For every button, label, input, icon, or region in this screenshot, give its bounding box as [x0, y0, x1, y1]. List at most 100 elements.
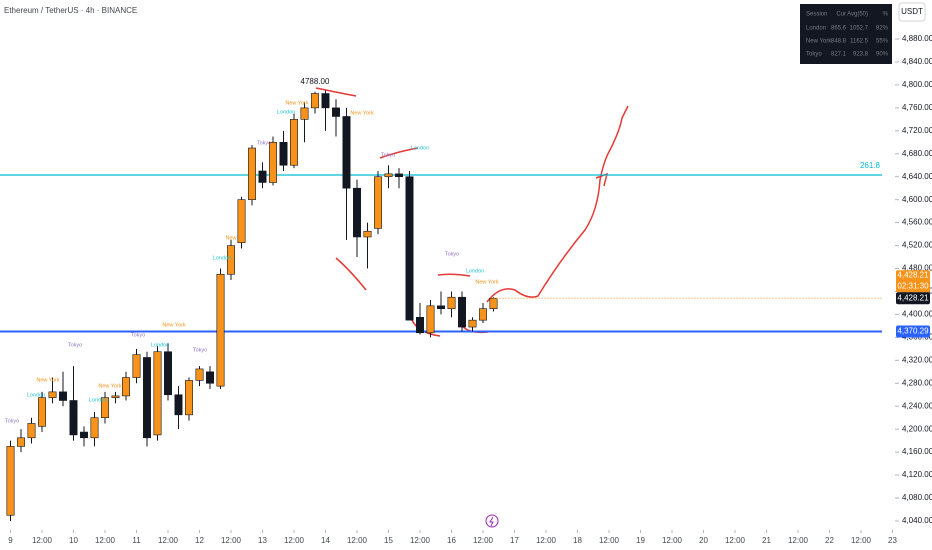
candle-body [111, 395, 120, 398]
session-label: Tokyo [5, 418, 19, 424]
session-label: London [27, 392, 45, 398]
x-tick-label: 9 [8, 536, 13, 545]
session-label: New York [475, 279, 498, 285]
candle-body [38, 397, 46, 427]
candle-body [426, 305, 435, 334]
table-cell: Tokyo [806, 52, 822, 58]
candle-body [458, 296, 466, 328]
session-label: London [277, 109, 295, 115]
candle-body [468, 319, 477, 328]
x-tick-label: 12:00 [221, 536, 242, 545]
currency: USDT [901, 7, 923, 16]
table-header: Cur [836, 12, 846, 18]
candle-body [321, 93, 330, 109]
x-tick-label: 12:00 [284, 536, 305, 545]
candle-body [405, 176, 414, 321]
high-label: 4788.00 [301, 77, 330, 86]
session-label: Tokyo [257, 140, 271, 146]
x-tick-label: 18 [573, 536, 582, 545]
x-tick-label: 12:00 [536, 536, 557, 545]
candle-body [416, 316, 424, 334]
y-tick-label: 4,040.00 [902, 516, 932, 525]
candle-body [248, 147, 256, 200]
candle-body [206, 371, 214, 384]
price-tag-label: 4,428.21 [897, 270, 929, 279]
candle-body [90, 417, 99, 439]
x-tick-label: 12:00 [32, 536, 53, 545]
table-cell: New York [806, 39, 832, 45]
session-label: Tokyo [68, 342, 82, 348]
table-cell: 90% [876, 52, 889, 58]
drawing [335, 257, 367, 291]
y-tick-label: 4,560.00 [902, 218, 932, 227]
candle-body [101, 397, 109, 419]
y-tick-label: 4,640.00 [902, 172, 932, 181]
candle-body [290, 119, 298, 166]
level-tag [896, 325, 930, 338]
session-label: New York [162, 322, 185, 328]
events-icon[interactable] [485, 514, 499, 528]
x-tick-label: 12:00 [788, 536, 809, 545]
table-cell: 827.1 [831, 52, 847, 58]
session-label: New York [285, 100, 308, 106]
level-label: 261.8 [860, 161, 881, 170]
y-tick-label: 4,280.00 [902, 378, 932, 387]
plot [0, 0, 882, 530]
x-tick-label: 12 [195, 536, 204, 545]
plot-background [0, 0, 882, 530]
x-tick-label: 14 [321, 536, 330, 545]
y-tick-label: 4,200.00 [902, 424, 932, 433]
candle-body [122, 377, 130, 397]
drawing [315, 87, 357, 97]
x-tick-label: 13 [258, 536, 267, 545]
session-label: London [411, 145, 429, 151]
currency-button[interactable] [898, 2, 926, 22]
x-tick-label: 11 [132, 536, 141, 545]
session-label: New York [350, 110, 373, 116]
session-label: London [151, 342, 169, 348]
drawing [437, 273, 471, 277]
x-tick-label: 12:00 [158, 536, 179, 545]
countdown: 02:31:30 [897, 281, 929, 290]
candle-body [300, 107, 309, 120]
candle-body [237, 199, 246, 244]
session-label: New York [98, 383, 121, 389]
candle-body [80, 431, 88, 439]
table-cell: 848.8 [831, 39, 847, 45]
table-cell: 1052.7 [850, 26, 869, 32]
projection-drawing [486, 105, 629, 303]
candle-body [279, 141, 288, 166]
table-header: % [883, 12, 889, 18]
session-table-text: Session Cur Avg(50) % London 865.6 1052.7 82% Ne… [806, 12, 889, 58]
session-label: Tokyo [381, 152, 395, 158]
y-tick-label: 4,680.00 [902, 149, 932, 158]
y-tick-label: 4,240.00 [902, 401, 932, 410]
candle-body [17, 437, 25, 447]
candle-body [353, 187, 361, 238]
y-tick-label: 4,480.00 [902, 264, 932, 273]
x-tick-label: 21 [762, 536, 771, 545]
y-tick-label: 4,120.00 [902, 470, 932, 479]
candle-body [269, 141, 277, 183]
candle-body [332, 107, 340, 117]
candle-body [132, 354, 141, 378]
table-cell: 55% [876, 39, 889, 45]
candle-body [311, 93, 319, 109]
candle-body [395, 173, 403, 178]
candle-body [258, 170, 267, 183]
x-tick-label: 12:00 [95, 536, 116, 545]
session-label: New York [36, 377, 59, 383]
candle-body [374, 176, 382, 229]
x-tick-label: 22 [825, 536, 834, 545]
events-icon [489, 516, 494, 527]
x-tick-label: 12:00 [599, 536, 620, 545]
y-tick-label: 4,160.00 [902, 447, 932, 456]
x-tick-label: 17 [510, 536, 519, 545]
x-tick-label: 12:00 [410, 536, 431, 545]
candle-body [48, 391, 57, 398]
level-tag-label: 4,370.29 [897, 327, 929, 336]
table-header: Session [806, 12, 827, 18]
x-tick-label: 12:00 [851, 536, 872, 545]
x-tick-label: 12:00 [473, 536, 494, 545]
